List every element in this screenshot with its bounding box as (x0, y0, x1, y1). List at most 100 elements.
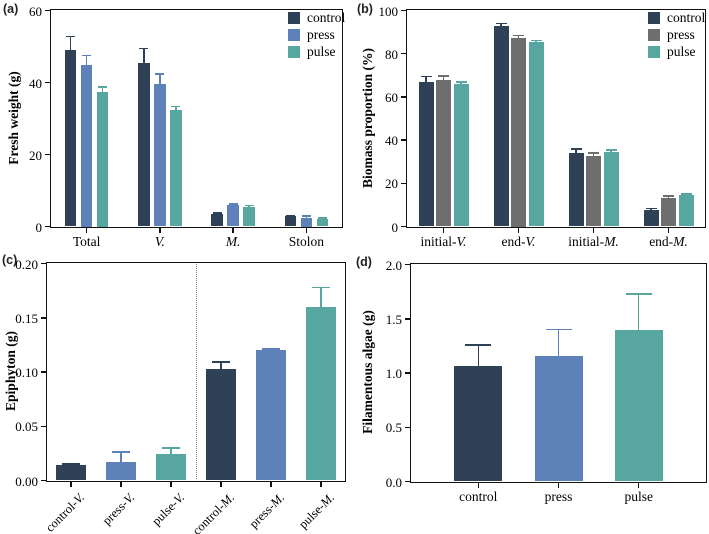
error-bar-stem (220, 362, 222, 372)
x-tick (557, 483, 560, 488)
error-bar-cap (301, 215, 311, 217)
x-tick-label: press-V. (99, 490, 138, 528)
y-tick (400, 9, 406, 12)
y-tick (40, 317, 46, 319)
legend: control press pulse (288, 11, 345, 58)
bar (511, 37, 526, 227)
x-tick-label: control (459, 489, 498, 504)
x-tick (320, 482, 322, 487)
bar (206, 368, 236, 481)
legend-row: pulse (648, 45, 705, 58)
y-tick (404, 372, 410, 374)
y-tick (40, 425, 46, 427)
error-bar-cap (588, 152, 599, 154)
bar (614, 329, 663, 482)
legend-swatch-control (288, 11, 300, 24)
bar (436, 79, 451, 227)
y-axis-label-fresh-weight: Fresh weight (g) (6, 71, 21, 165)
error-bar-cap (66, 35, 76, 38)
error-bar-cap (570, 147, 582, 150)
error-bar-cap (155, 73, 165, 75)
y-tick-label: 20 (385, 176, 398, 192)
bar (586, 156, 601, 227)
x-tick-label: press-M. (246, 490, 288, 531)
error-bar-stem (270, 349, 272, 354)
x-tick (270, 482, 272, 487)
legend-row: control (648, 11, 705, 24)
error-bar-stem (667, 195, 670, 201)
error-bar-stem (70, 464, 72, 469)
error-bar-cap (420, 75, 432, 78)
bar (80, 64, 93, 227)
error-bar-stem (320, 287, 322, 310)
bar (493, 25, 509, 227)
error-bar-cap (495, 22, 507, 25)
x-tick (120, 482, 122, 487)
error-bar-stem (535, 40, 537, 45)
x-tick (592, 228, 595, 233)
error-bar-cap (171, 105, 181, 108)
x-tick (637, 483, 640, 488)
error-bar-stem (321, 218, 324, 223)
y-tick-label: 80 (385, 46, 398, 62)
error-bar-cap (312, 286, 330, 289)
legend-row: press (288, 28, 345, 41)
x-tick-label: initial-V. (420, 234, 467, 249)
error-bar-stem (159, 74, 161, 88)
y-tick (400, 225, 406, 228)
y-tick-label: 40 (29, 75, 42, 91)
y-tick (404, 480, 410, 483)
error-bar-stem (610, 150, 612, 155)
legend-row: pulse (288, 45, 345, 58)
x-tick-label: end-V. (501, 234, 536, 249)
error-bar-cap (212, 361, 230, 364)
y-tick-label: 60 (385, 89, 398, 105)
x-tick (220, 482, 222, 487)
panel-label-a: (a) (3, 2, 19, 16)
error-bar-stem (69, 36, 72, 54)
y-tick-label: 0.05 (15, 419, 38, 435)
y-tick-label: 60 (29, 3, 42, 19)
y-tick (404, 426, 410, 428)
error-bar-stem (442, 75, 445, 83)
error-bar-stem (85, 55, 88, 68)
group-separator-line (196, 264, 197, 479)
error-bar-stem (460, 81, 462, 87)
legend-swatch-pulse (288, 45, 300, 58)
bar (661, 197, 676, 227)
error-bar-stem (557, 329, 560, 359)
error-bar-stem (101, 87, 104, 95)
x-tick-label: Total (72, 234, 101, 249)
y-tick (44, 9, 50, 12)
error-bar-cap (98, 86, 108, 88)
x-tick-label: pulse-M. (296, 490, 338, 532)
y-tick (400, 52, 406, 55)
error-bar-cap (212, 212, 222, 214)
y-tick (404, 263, 410, 266)
x-tick (477, 483, 480, 488)
bar (170, 110, 182, 227)
error-bar-cap (645, 207, 657, 210)
bar (56, 465, 86, 481)
y-tick-label: 0 (391, 219, 399, 235)
error-bar-cap (285, 214, 295, 217)
error-bar-cap (162, 447, 180, 449)
x-tick-label: M. (225, 234, 241, 249)
legend: control press pulse (648, 11, 705, 58)
error-bar-cap (465, 343, 492, 346)
x-tick-label: V. (154, 234, 165, 249)
error-bar-cap (545, 328, 572, 331)
error-bar-stem (575, 148, 577, 157)
y-tick (40, 371, 46, 373)
error-bar-cap (317, 217, 327, 219)
bar (138, 62, 150, 227)
legend-label: pulse (307, 43, 336, 59)
x-tick-label: end-M. (649, 234, 688, 249)
bar (284, 216, 297, 227)
error-bar-cap (244, 204, 254, 207)
error-bar-cap (228, 203, 238, 205)
bar (528, 41, 544, 227)
bar (243, 206, 255, 227)
error-bar-stem (685, 193, 687, 198)
legend-swatch-pulse (648, 45, 660, 58)
